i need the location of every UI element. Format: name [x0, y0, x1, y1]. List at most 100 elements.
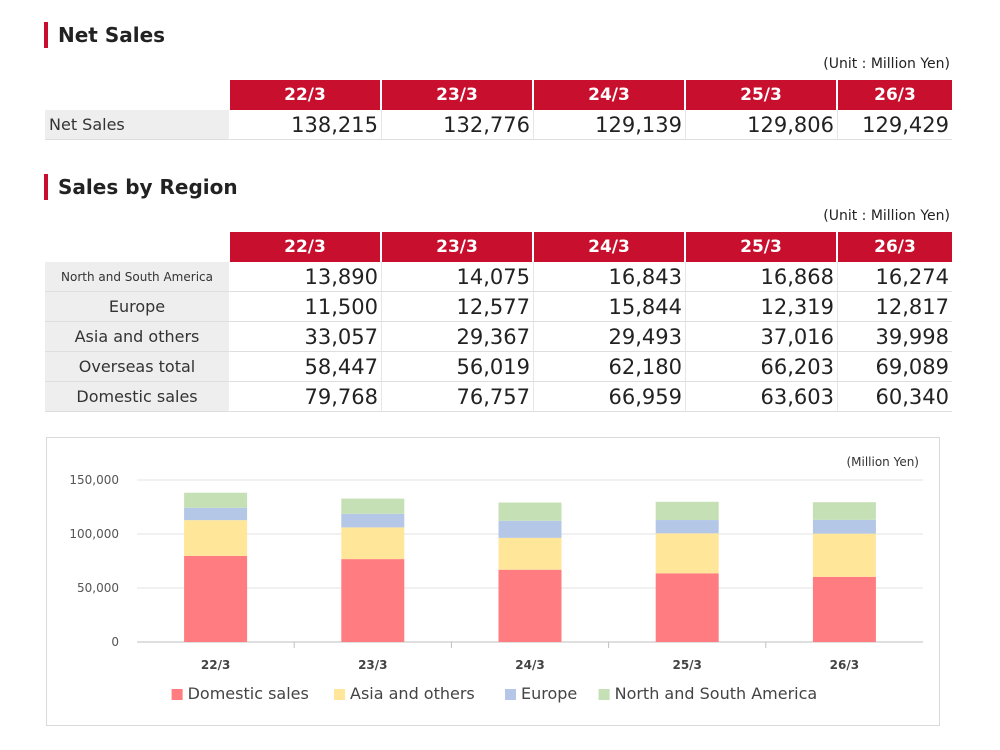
bar-segment — [812, 519, 876, 534]
table-cell: 132,776 — [382, 110, 534, 140]
bar-segment — [184, 507, 248, 521]
table-cell: 129,806 — [686, 110, 838, 140]
table-cell: 12,319 — [686, 292, 838, 322]
row-label: Europe — [45, 292, 230, 322]
bar-segment — [341, 559, 405, 642]
x-tick-label: 23/3 — [358, 658, 387, 672]
header-blank-cell — [45, 232, 230, 262]
table-cell: 58,447 — [230, 352, 382, 382]
bar-segment — [341, 513, 405, 528]
bar-segment — [341, 527, 405, 560]
table-cell: 16,843 — [534, 262, 686, 292]
table-cell: 16,868 — [686, 262, 838, 292]
bar-segment — [498, 502, 562, 521]
table-row: Europe 11,500 12,577 15,844 12,319 12,81… — [45, 292, 952, 322]
period-header: 22/3 — [230, 232, 382, 262]
table-cell: 12,577 — [382, 292, 534, 322]
bar-segment — [498, 569, 562, 642]
table-row: North and South America 13,890 14,075 16… — [45, 262, 952, 292]
table-cell: 138,215 — [230, 110, 382, 140]
table-cell: 29,367 — [382, 322, 534, 352]
period-header: 26/3 — [838, 80, 952, 110]
row-label: Asia and others — [45, 322, 230, 352]
row-label: North and South America — [45, 262, 230, 292]
bar-segment — [184, 520, 248, 556]
bar-segment — [812, 502, 876, 520]
net-sales-title: Net Sales — [44, 22, 165, 48]
period-header: 23/3 — [382, 232, 534, 262]
y-tick-label: 50,000 — [77, 581, 119, 595]
bar-segment — [184, 492, 248, 508]
y-tick-label: 0 — [111, 635, 119, 649]
table-row: Asia and others 33,057 29,367 29,493 37,… — [45, 322, 952, 352]
table-cell: 16,274 — [838, 262, 952, 292]
sales-by-region-unit: (Unit : Million Yen) — [823, 208, 950, 224]
header-blank-cell — [45, 80, 230, 110]
legend-swatch — [598, 689, 610, 700]
row-label: Overseas total — [45, 352, 230, 382]
net-sales-unit: (Unit : Million Yen) — [823, 56, 950, 72]
y-tick-label: 100,000 — [69, 527, 119, 541]
legend-label: North and South America — [615, 684, 818, 703]
table-cell: 62,180 — [534, 352, 686, 382]
sales-by-region-table: 22/3 23/3 24/3 25/3 26/3 North and South… — [45, 232, 952, 412]
table-cell: 66,959 — [534, 382, 686, 412]
legend-label: Europe — [521, 684, 577, 703]
legend-label: Domestic sales — [188, 684, 309, 703]
table-row: Net Sales 138,215 132,776 129,139 129,80… — [45, 110, 952, 140]
period-header: 25/3 — [686, 232, 838, 262]
table-row: Overseas total 58,447 56,019 62,180 66,2… — [45, 352, 952, 382]
row-label: Net Sales — [45, 110, 230, 140]
table-cell: 14,075 — [382, 262, 534, 292]
table-cell: 11,500 — [230, 292, 382, 322]
period-header: 23/3 — [382, 80, 534, 110]
table-cell: 13,890 — [230, 262, 382, 292]
bar-segment — [812, 533, 876, 577]
table-cell: 79,768 — [230, 382, 382, 412]
sales-by-region-title: Sales by Region — [44, 174, 238, 200]
x-tick-label: 25/3 — [672, 658, 701, 672]
legend-swatch — [505, 689, 516, 700]
table-cell: 60,340 — [838, 382, 952, 412]
bar-segment — [655, 533, 719, 574]
table-cell: 39,998 — [838, 322, 952, 352]
bar-segment — [655, 520, 719, 534]
table-cell: 37,016 — [686, 322, 838, 352]
table-cell: 129,429 — [838, 110, 952, 140]
table-cell: 15,844 — [534, 292, 686, 322]
legend-swatch — [334, 689, 345, 700]
period-header: 25/3 — [686, 80, 838, 110]
bar-segment — [184, 555, 248, 642]
bar-segment — [498, 520, 562, 538]
net-sales-table: 22/3 23/3 24/3 25/3 26/3 Net Sales 138,2… — [45, 80, 952, 140]
table-cell: 33,057 — [230, 322, 382, 352]
chart-unit-label: (Million Yen) — [846, 455, 919, 469]
chart-svg: (Million Yen) 0 50,000 100,000 150,000 22/3 2… — [69, 455, 923, 703]
table-cell: 56,019 — [382, 352, 534, 382]
x-tick-label: 24/3 — [515, 658, 544, 672]
y-tick-label: 150,000 — [69, 473, 119, 487]
table-cell: 12,817 — [838, 292, 952, 322]
x-tick-label: 26/3 — [830, 658, 859, 672]
table-cell: 29,493 — [534, 322, 686, 352]
legend-label: Asia and others — [350, 684, 475, 703]
table-cell: 76,757 — [382, 382, 534, 412]
bar-segment — [655, 501, 719, 521]
bar-segment — [655, 573, 719, 642]
row-label: Domestic sales — [45, 382, 230, 412]
bar-segment — [498, 537, 562, 570]
bar-segment — [341, 498, 405, 514]
bar-segment — [812, 576, 876, 642]
period-header: 24/3 — [534, 80, 686, 110]
period-header: 26/3 — [838, 232, 952, 262]
table-cell: 66,203 — [686, 352, 838, 382]
period-header: 24/3 — [534, 232, 686, 262]
legend-swatch — [171, 689, 183, 700]
table-cell: 129,139 — [534, 110, 686, 140]
table-cell: 69,089 — [838, 352, 952, 382]
table-cell: 63,603 — [686, 382, 838, 412]
x-tick-label: 22/3 — [201, 658, 230, 672]
sales-by-region-chart: (Million Yen) 0 50,000 100,000 150,000 22/3 2… — [46, 437, 940, 726]
period-header: 22/3 — [230, 80, 382, 110]
table-row: Domestic sales 79,768 76,757 66,959 63,6… — [45, 382, 952, 412]
